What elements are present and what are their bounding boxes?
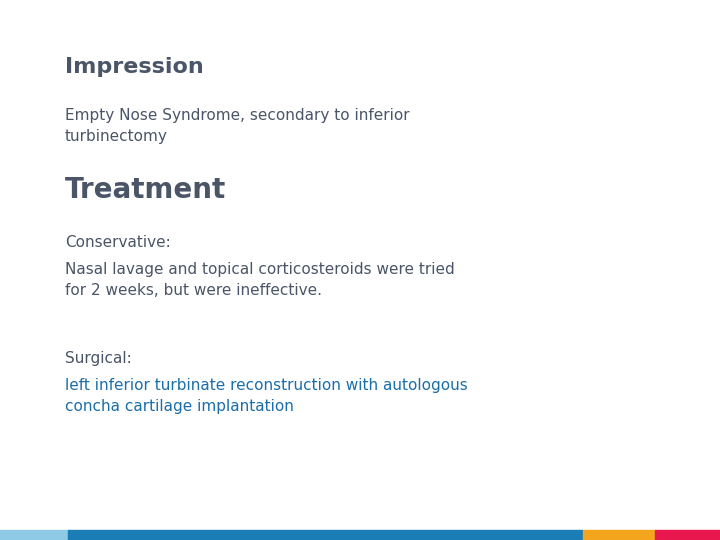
Bar <box>655 530 720 540</box>
Text: Empty Nose Syndrome, secondary to inferior
turbinectomy: Empty Nose Syndrome, secondary to inferi… <box>65 108 410 144</box>
Bar <box>68 530 583 540</box>
Text: Treatment: Treatment <box>65 176 226 204</box>
Text: Impression: Impression <box>65 57 204 77</box>
Bar <box>583 530 655 540</box>
Bar <box>0 530 68 540</box>
Text: Nasal lavage and topical corticosteroids were tried
for 2 weeks, but were ineffe: Nasal lavage and topical corticosteroids… <box>65 262 454 298</box>
Text: left inferior turbinate reconstruction with autologous
concha cartilage implanta: left inferior turbinate reconstruction w… <box>65 378 467 414</box>
Text: Surgical:: Surgical: <box>65 351 132 366</box>
Text: Conservative:: Conservative: <box>65 235 171 250</box>
